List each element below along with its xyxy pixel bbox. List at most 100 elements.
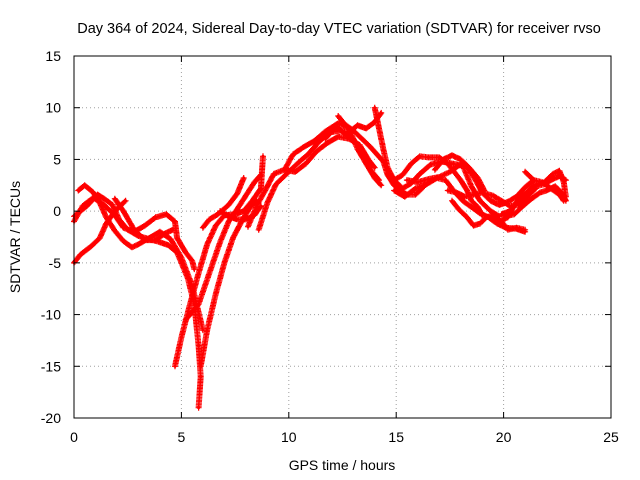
data-point bbox=[113, 229, 117, 233]
data-point bbox=[373, 166, 377, 170]
data-point bbox=[121, 239, 125, 243]
data-point bbox=[377, 178, 381, 182]
data-point bbox=[207, 217, 211, 221]
data-point bbox=[444, 178, 448, 182]
data-point bbox=[184, 318, 188, 322]
data-point bbox=[523, 185, 527, 189]
data-point bbox=[102, 197, 106, 201]
data-point bbox=[459, 157, 463, 161]
x-tick-label: 0 bbox=[70, 429, 78, 445]
data-point bbox=[545, 189, 549, 192]
data-point bbox=[154, 215, 158, 219]
data-point bbox=[478, 222, 482, 226]
data-point bbox=[111, 203, 115, 207]
data-point bbox=[227, 214, 231, 218]
data-point bbox=[184, 251, 188, 254]
data-point bbox=[360, 150, 364, 154]
data-point bbox=[405, 178, 409, 182]
data-point bbox=[392, 189, 396, 192]
data-point bbox=[497, 203, 501, 207]
data-point bbox=[158, 240, 162, 244]
data-point bbox=[469, 184, 473, 188]
series-arc24 bbox=[498, 167, 569, 218]
series-arc11 bbox=[245, 133, 378, 230]
series-arc7 bbox=[182, 171, 264, 323]
data-point bbox=[190, 259, 194, 263]
data-point bbox=[381, 147, 385, 151]
data-layer bbox=[71, 104, 569, 411]
grid-lines bbox=[74, 56, 611, 418]
data-point bbox=[291, 152, 295, 156]
data-point bbox=[248, 205, 252, 209]
data-point bbox=[197, 344, 201, 348]
data-point bbox=[478, 211, 482, 215]
axis-ticks bbox=[73, 55, 612, 419]
data-point bbox=[523, 193, 527, 197]
data-point bbox=[98, 201, 102, 205]
data-point bbox=[304, 162, 308, 166]
y-tick-label: 15 bbox=[45, 48, 61, 64]
data-point bbox=[143, 224, 147, 228]
data-point bbox=[169, 237, 173, 241]
data-point bbox=[186, 276, 190, 280]
data-point bbox=[205, 242, 209, 246]
data-point bbox=[315, 149, 319, 153]
y-tick-label: -15 bbox=[41, 358, 61, 374]
data-point bbox=[197, 271, 201, 275]
data-point bbox=[222, 261, 226, 265]
data-point bbox=[231, 236, 235, 240]
data-point bbox=[465, 189, 469, 192]
data-point bbox=[162, 232, 166, 236]
data-point bbox=[523, 228, 527, 232]
data-point bbox=[235, 192, 239, 196]
data-point bbox=[414, 186, 417, 190]
data-point bbox=[538, 191, 542, 194]
series-arc5 bbox=[111, 195, 176, 244]
data-point bbox=[489, 209, 493, 213]
data-point bbox=[313, 139, 317, 143]
data-point bbox=[549, 186, 553, 190]
data-point bbox=[551, 172, 555, 176]
data-point bbox=[401, 173, 405, 177]
data-point bbox=[336, 121, 340, 125]
data-point bbox=[469, 205, 473, 209]
data-point bbox=[515, 226, 518, 230]
series-arc22 bbox=[444, 185, 539, 209]
data-point bbox=[257, 228, 261, 232]
data-point bbox=[375, 152, 379, 156]
data-point bbox=[175, 251, 179, 254]
data-point bbox=[188, 302, 192, 306]
data-point bbox=[259, 186, 263, 190]
data-point bbox=[323, 137, 327, 141]
series-markers bbox=[371, 104, 503, 220]
data-point bbox=[356, 123, 359, 127]
data-point bbox=[426, 155, 430, 159]
data-point bbox=[246, 225, 250, 229]
x-tick-label: 10 bbox=[281, 429, 297, 445]
data-point bbox=[323, 130, 327, 133]
data-point bbox=[409, 162, 413, 166]
data-point bbox=[121, 209, 125, 213]
data-point bbox=[227, 203, 231, 207]
data-point bbox=[242, 176, 246, 180]
y-tick-label: -10 bbox=[41, 307, 61, 323]
data-point bbox=[173, 364, 177, 368]
y-axis-label: SDTVAR / TECUs bbox=[7, 181, 23, 293]
data-point bbox=[218, 240, 222, 244]
data-point bbox=[379, 111, 383, 115]
data-point bbox=[214, 224, 218, 228]
data-point bbox=[530, 197, 533, 201]
data-point bbox=[136, 242, 140, 246]
data-point bbox=[450, 153, 454, 157]
data-point bbox=[201, 226, 205, 230]
y-tick-label: -20 bbox=[41, 410, 61, 426]
data-point bbox=[457, 164, 460, 168]
data-point bbox=[446, 189, 450, 192]
data-point bbox=[263, 189, 267, 192]
data-point bbox=[143, 238, 147, 242]
data-point bbox=[433, 168, 437, 172]
data-point bbox=[403, 195, 407, 199]
data-point bbox=[450, 199, 454, 203]
data-point bbox=[562, 199, 566, 203]
